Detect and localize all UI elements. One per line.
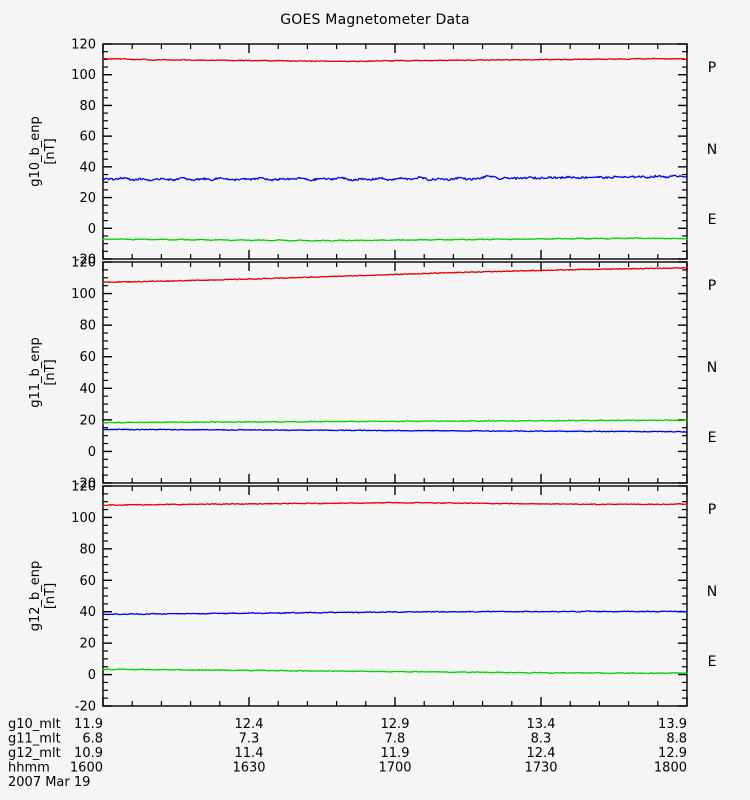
footer-value-g11_mlt-1: 7.3 xyxy=(239,732,260,747)
footer-value-g11_mlt-4: 8.8 xyxy=(666,732,687,747)
y-axis-title-line2: [nT] xyxy=(43,583,58,609)
legend-label-e-eastward: E xyxy=(708,654,717,670)
legend-label-p-parallel: P xyxy=(708,278,716,294)
y-tick-label: 60 xyxy=(79,574,96,589)
footer-value-g12_mlt-2: 11.9 xyxy=(381,746,410,761)
y-axis-title-line2: [nT] xyxy=(43,138,58,164)
y-tick-label: 120 xyxy=(71,256,96,271)
legend-group: P P P N N N E E E xyxy=(707,60,717,670)
footer-row-label-g11_mlt: g11_mlt xyxy=(8,732,61,747)
footer-value-g12_mlt-0: 10.9 xyxy=(74,746,103,761)
y-axis-title-line1: g11_b_enp xyxy=(28,337,43,408)
trace-g12_b_enp-E xyxy=(102,610,688,616)
y-tick-label: 0 xyxy=(88,445,96,460)
y-tick-label: 40 xyxy=(79,382,96,397)
trace-g11_b_enp-E xyxy=(102,428,688,433)
y-tick-label: 80 xyxy=(79,542,96,557)
y-tick-label: 120 xyxy=(71,480,96,495)
y-tick-label: -20 xyxy=(75,477,96,492)
y-axis-title-g11_b_enp: g11_b_enp [nT] xyxy=(28,337,58,408)
y-tick-label: 0 xyxy=(88,222,96,237)
y-tick-label: 120 xyxy=(71,38,96,53)
y-tick-label: -20 xyxy=(75,700,96,715)
footer-value-g12_mlt-1: 11.4 xyxy=(235,746,264,761)
footer-value-g10_mlt-3: 13.4 xyxy=(527,717,556,732)
y-tick-label: 20 xyxy=(79,191,96,206)
y-tick-label: 20 xyxy=(79,637,96,652)
footer-value-g12_mlt-3: 12.4 xyxy=(527,746,556,761)
y-axis-title-line2: [nT] xyxy=(43,359,58,385)
y-tick-label: 100 xyxy=(71,68,96,83)
y-axis-title-line1: g12_b_enp xyxy=(28,561,43,632)
trace-g11_b_enp-N xyxy=(102,418,688,424)
legend-label-p-parallel: P xyxy=(708,60,716,76)
footer-value-g10_mlt-4: 13.9 xyxy=(658,717,687,732)
footer-group: g10_mlt 11.9 12.4 12.9 13.4 13.9 g11_mlt 6.8 7.3… xyxy=(8,717,687,790)
y-tick-label: 0 xyxy=(88,668,96,683)
y-axis-title-g12_b_enp: g12_b_enp [nT] xyxy=(28,561,58,632)
page-title: GOES Magnetometer Data xyxy=(280,12,470,28)
legend-label-e-eastward: E xyxy=(708,212,717,228)
footer-value-hhmm-4: 1800 xyxy=(654,761,687,776)
footer-value-g11_mlt-0: 6.8 xyxy=(82,732,103,747)
y-tick-label: -20 xyxy=(75,253,96,268)
trace-g10_b_enp-E xyxy=(102,174,688,182)
footer-value-hhmm-3: 1730 xyxy=(524,761,557,776)
footer-value-g10_mlt-0: 11.9 xyxy=(74,717,103,732)
footer-value-g10_mlt-2: 12.9 xyxy=(381,717,410,732)
footer-value-hhmm-0: 1600 xyxy=(70,761,103,776)
footer-value-hhmm-1: 1630 xyxy=(232,761,265,776)
footer-row-label-g12_mlt: g12_mlt xyxy=(8,746,61,761)
trace-g12_b_enp-N xyxy=(102,668,688,675)
legend-label-n-northward: N xyxy=(707,360,717,376)
y-tick-label: 100 xyxy=(71,511,96,526)
trace-g10_b_enp-N xyxy=(102,237,688,242)
trace-g10_b_enp-P xyxy=(102,57,688,63)
y-tick-label: 80 xyxy=(79,99,96,114)
y-tick-label: 40 xyxy=(79,605,96,620)
panel-background-g10_b_enp xyxy=(103,44,687,259)
footer-value-hhmm-2: 1700 xyxy=(378,761,411,776)
panel-background-g11_b_enp xyxy=(103,262,687,483)
trace-g12_b_enp-P xyxy=(102,501,688,507)
footer-value-g12_mlt-4: 12.9 xyxy=(658,746,687,761)
footer-row-label-g10_mlt: g10_mlt xyxy=(8,717,61,732)
y-tick-label: 40 xyxy=(79,160,96,175)
y-tick-label: 100 xyxy=(71,287,96,302)
legend-label-n-northward: N xyxy=(707,142,717,158)
footer-date: 2007 Mar 19 xyxy=(8,775,90,790)
y-axis-title-g10_b_enp: g10_b_enp [nT] xyxy=(28,116,58,187)
footer-value-g11_mlt-2: 7.8 xyxy=(385,732,406,747)
trace-g11_b_enp-P xyxy=(102,266,688,284)
legend-label-e-eastward: E xyxy=(708,430,717,446)
y-tick-label: 60 xyxy=(79,350,96,365)
footer-value-g11_mlt-3: 8.3 xyxy=(531,732,552,747)
legend-label-n-northward: N xyxy=(707,584,717,600)
y-tick-label: 80 xyxy=(79,319,96,334)
legend-label-p-parallel: P xyxy=(708,502,716,518)
footer-row-label-hhmm: hhmm xyxy=(8,761,50,776)
y-tick-label: 20 xyxy=(79,413,96,428)
panel-background-g12_b_enp xyxy=(103,486,687,706)
footer-value-g10_mlt-1: 12.4 xyxy=(235,717,264,732)
y-axis-title-line1: g10_b_enp xyxy=(28,116,43,187)
y-tick-label: 60 xyxy=(79,130,96,145)
